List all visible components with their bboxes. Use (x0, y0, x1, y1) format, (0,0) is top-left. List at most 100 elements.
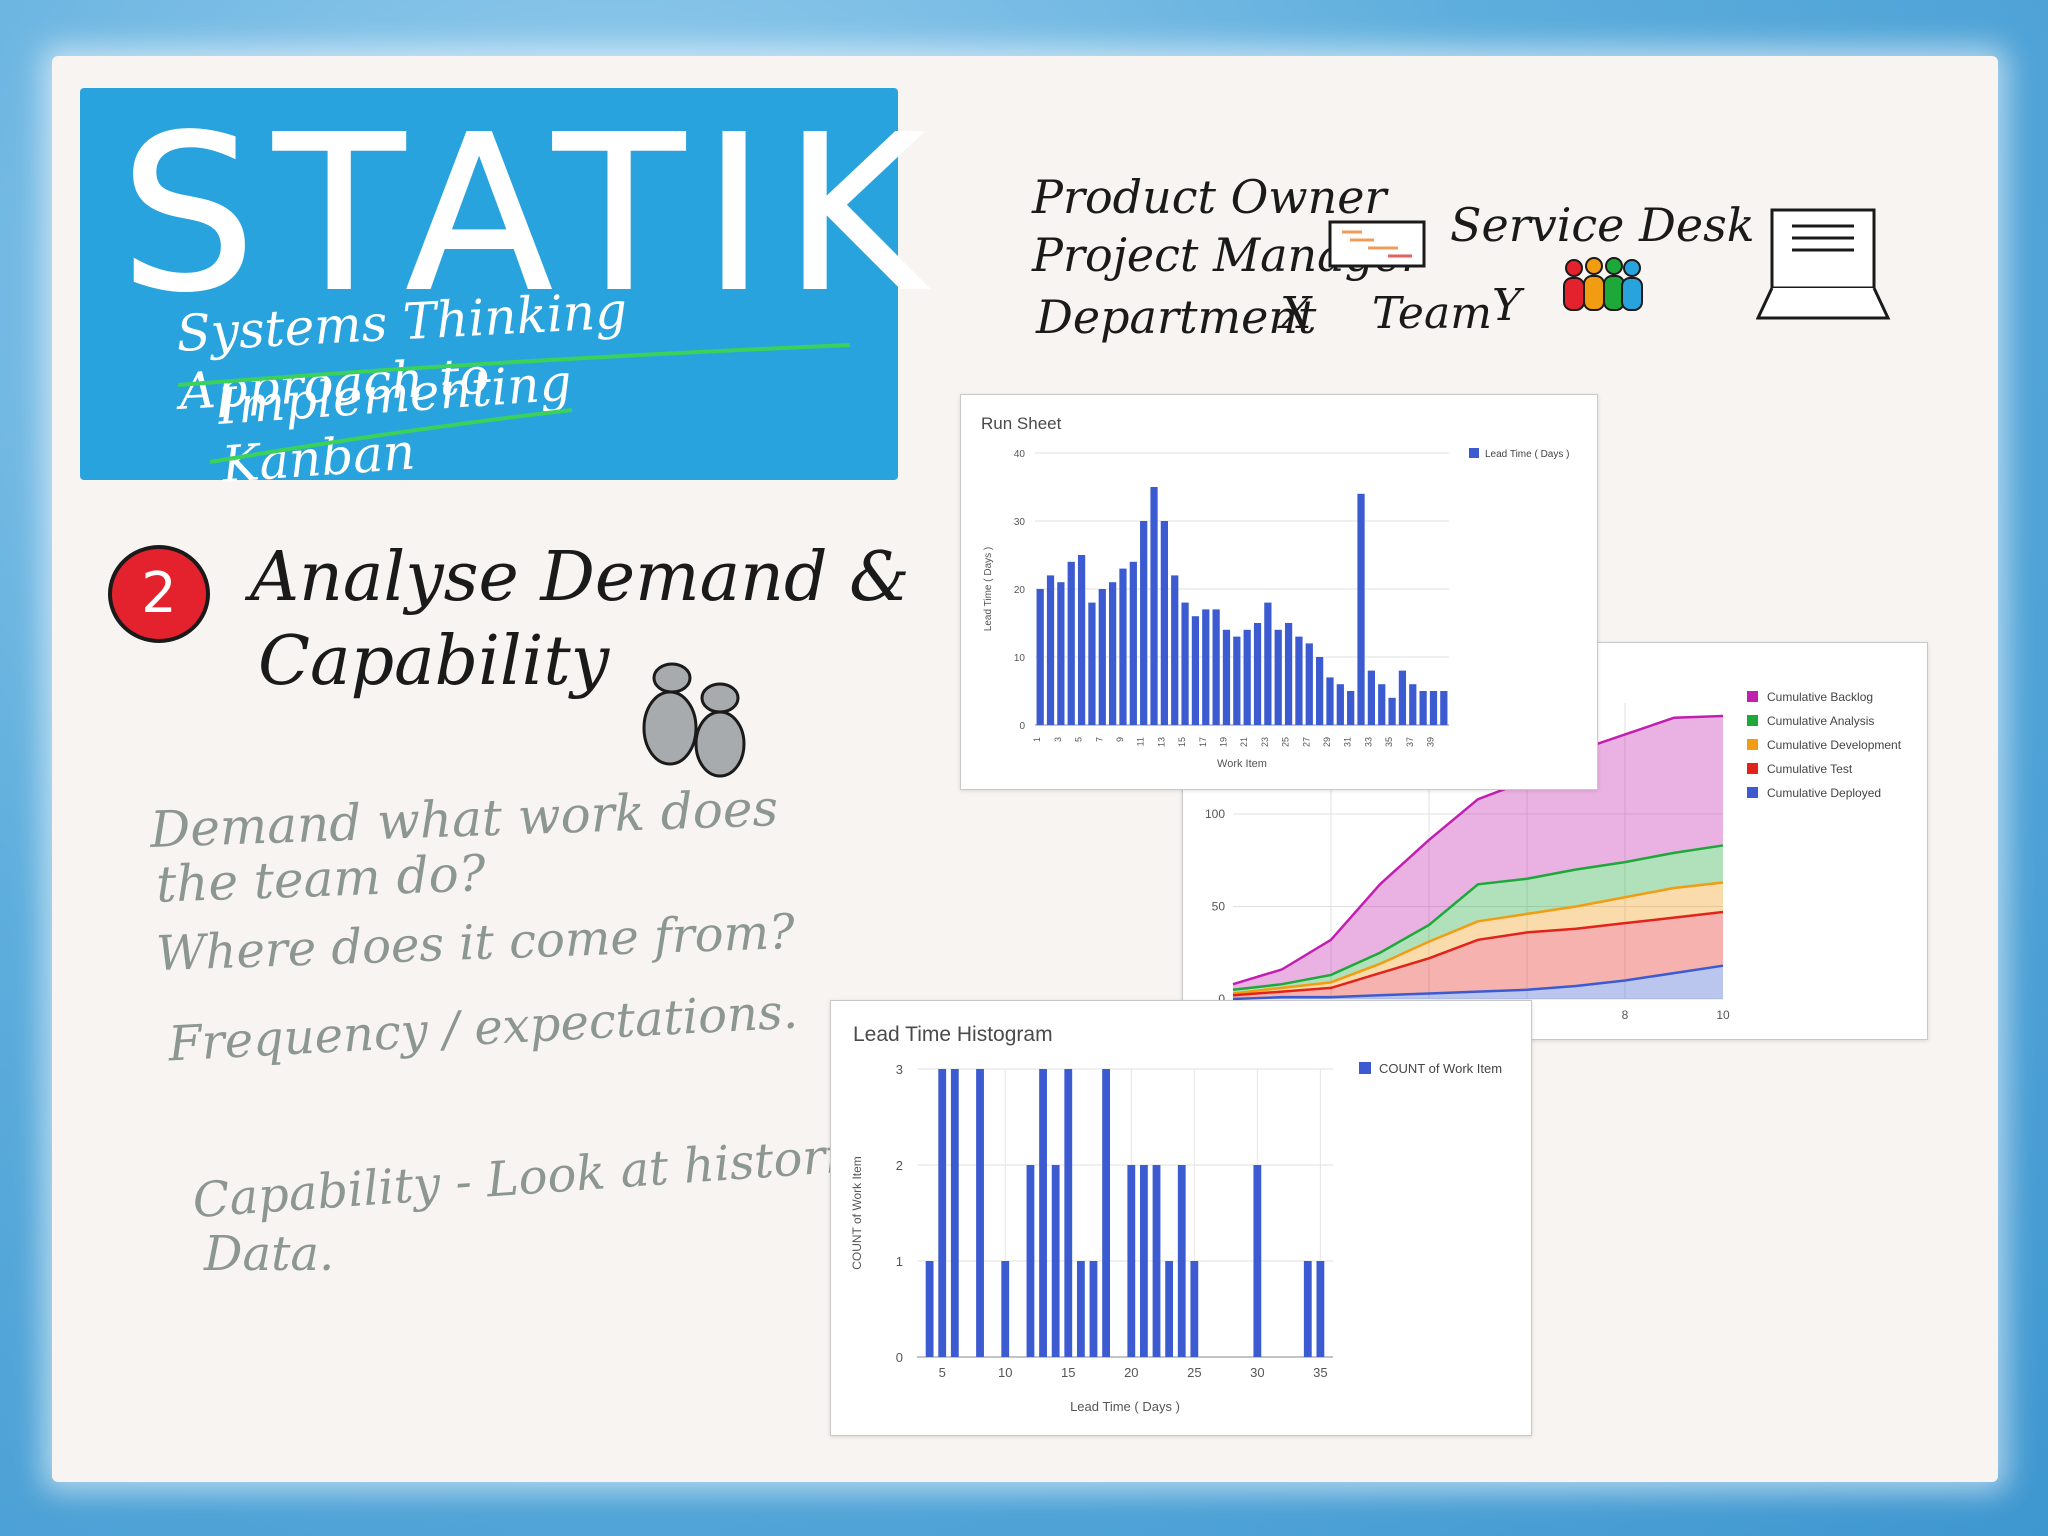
bar (1036, 589, 1044, 725)
bar (1127, 1165, 1136, 1357)
bar (1057, 582, 1065, 725)
y-tick-label: 50 (1212, 900, 1226, 914)
x-tick-label: 13 (1156, 737, 1166, 747)
bar (1076, 1261, 1085, 1357)
team-people-icon (1563, 257, 1643, 311)
series-line (1232, 714, 1724, 986)
bar (1039, 1069, 1047, 1357)
legend-swatch (1359, 1062, 1371, 1074)
legend-swatch (1747, 691, 1758, 702)
series-line (1232, 964, 1724, 1001)
bar (1316, 1261, 1325, 1357)
bar (1253, 1165, 1262, 1357)
y-axis-label: COUNT of Work Item (850, 1156, 864, 1270)
bar (1357, 493, 1365, 725)
x-tick-label: 3 (1053, 737, 1063, 742)
bar (1051, 1165, 1060, 1357)
bar (1152, 1165, 1161, 1357)
x-tick-label: 5 (1074, 737, 1084, 742)
x-tick-label: 15 (1061, 1365, 1075, 1380)
x-tick-label: 27 (1301, 737, 1311, 747)
bar (1119, 568, 1127, 725)
bar (1284, 623, 1293, 725)
y-tick-label: 0 (1019, 721, 1025, 732)
area-band (1233, 715, 1723, 990)
bar (1264, 602, 1272, 725)
x-tick-label: 7 (1094, 737, 1104, 742)
series-line (1232, 881, 1724, 995)
laptop-icon (1756, 208, 1891, 320)
service-desk-label: Service Desk (1450, 198, 1755, 252)
step-number-badge: 2 (108, 545, 210, 643)
department-x-label: X (1280, 288, 1312, 339)
bar (1109, 582, 1117, 725)
legend-swatch (1747, 715, 1758, 726)
bar (1429, 691, 1438, 725)
bar (1202, 609, 1210, 725)
legend-label: Cumulative Analysis (1767, 714, 1874, 728)
bar (1398, 670, 1407, 725)
x-tick-label: 21 (1239, 737, 1249, 747)
bar (1077, 555, 1086, 725)
legend-label: Lead Time ( Days ) (1485, 449, 1569, 460)
area-band (1233, 845, 1723, 994)
department-label: Department (1036, 290, 1317, 344)
x-tick-label: 29 (1322, 737, 1332, 747)
footprints-icon (642, 662, 746, 778)
series-line (1232, 844, 1724, 991)
product-owner-label: Product Owner (1032, 170, 1387, 224)
bar (1046, 575, 1055, 725)
bar (1274, 629, 1282, 725)
y-axis-label: Lead Time ( Days ) (983, 547, 994, 631)
bar (1440, 691, 1448, 725)
x-tick-label: 19 (1218, 737, 1228, 747)
legend-label: Cumulative Deployed (1767, 786, 1881, 800)
bar (1140, 521, 1148, 725)
bar (1098, 589, 1106, 725)
legend-swatch (1747, 763, 1758, 774)
bar (1378, 684, 1386, 725)
bar (1102, 1069, 1110, 1357)
x-tick-label: 23 (1260, 737, 1270, 747)
bar (950, 1069, 959, 1357)
bar (1001, 1261, 1010, 1357)
y-tick-label: 3 (896, 1062, 903, 1077)
bar (1316, 657, 1324, 725)
x-tick-label: 1 (1032, 737, 1042, 742)
bar (1140, 1165, 1148, 1357)
bar (1253, 623, 1262, 725)
x-tick-label: 35 (1384, 737, 1394, 747)
step-title-line1: Analyse Demand & (250, 538, 910, 617)
bar (1243, 629, 1251, 725)
x-tick-label: 39 (1425, 737, 1435, 747)
x-tick-label: 35 (1313, 1365, 1327, 1380)
x-tick-label: 37 (1405, 737, 1415, 747)
lead-time-histogram-chart: Lead Time Histogram 0 1 2 3 5 10 15 20 25 30 35 Lead… (830, 1000, 1532, 1436)
run-sheet-chart: Run Sheet 0 10 20 30 40 1 3 5 7 9 11 13 15 17 19 21 23 25 2… (960, 394, 1598, 790)
bar (1336, 684, 1344, 725)
x-tick-label: 15 (1177, 737, 1187, 747)
bar (1326, 677, 1334, 725)
y-tick-label: 20 (1014, 585, 1026, 596)
step-title-line2: Capability (258, 622, 610, 701)
note-line2: the team do? (155, 844, 487, 914)
legend-label: COUNT of Work Item (1379, 1061, 1502, 1076)
x-tick-label: 31 (1343, 737, 1353, 747)
bar (1067, 561, 1075, 725)
x-tick-label: 11 (1136, 737, 1146, 746)
bar (1181, 602, 1189, 725)
x-axis-label: Lead Time ( Days ) (1070, 1399, 1180, 1414)
bar (1388, 697, 1396, 725)
legend-label: Cumulative Development (1767, 738, 1902, 752)
x-tick-label: 9 (1115, 737, 1125, 742)
x-tick-label: 25 (1187, 1365, 1201, 1380)
bar (1089, 1261, 1098, 1357)
area-band (1233, 912, 1723, 999)
y-tick-label: 0 (1218, 992, 1225, 1006)
kanban-board-icon (1328, 220, 1426, 268)
bar (1190, 1261, 1199, 1357)
bar (1160, 521, 1168, 725)
bar (1305, 643, 1313, 725)
y-tick-label: 2 (896, 1158, 903, 1173)
